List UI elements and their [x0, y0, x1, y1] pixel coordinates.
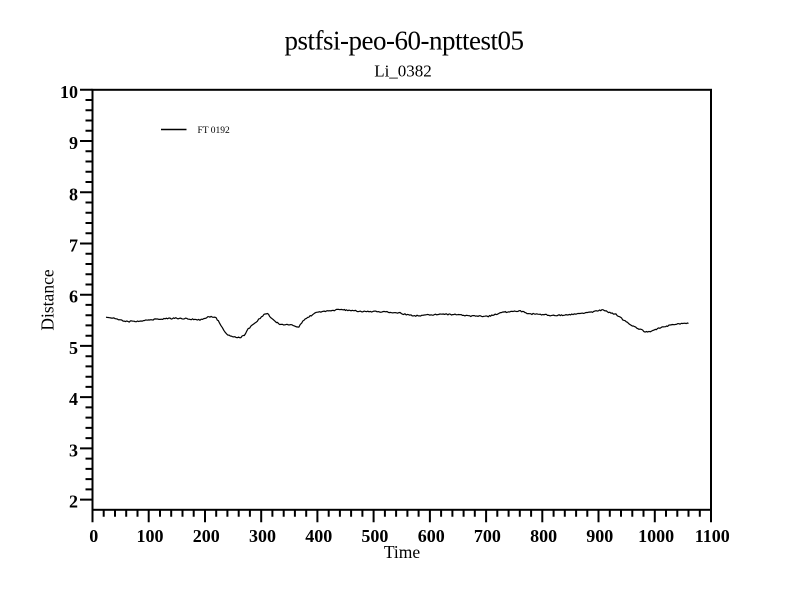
svg-text:1100: 1100 — [695, 526, 730, 546]
svg-text:5: 5 — [69, 338, 78, 358]
svg-text:2: 2 — [69, 492, 78, 512]
svg-text:400: 400 — [305, 526, 332, 546]
svg-text:10: 10 — [60, 82, 78, 102]
svg-text:Li_0382: Li_0382 — [374, 62, 432, 81]
svg-text:1000: 1000 — [638, 526, 674, 546]
svg-text:300: 300 — [249, 526, 276, 546]
svg-text:Time: Time — [384, 542, 421, 562]
svg-text:pstfsi-peo-60-npttest05: pstfsi-peo-60-npttest05 — [285, 26, 524, 56]
svg-text:9: 9 — [69, 133, 78, 153]
svg-text:0: 0 — [89, 526, 98, 546]
svg-text:3: 3 — [69, 440, 78, 460]
svg-text:6: 6 — [69, 287, 78, 307]
svg-text:700: 700 — [474, 526, 501, 546]
svg-text:7: 7 — [69, 236, 78, 256]
svg-text:FT 0192: FT 0192 — [198, 126, 231, 136]
svg-text:8: 8 — [69, 184, 78, 204]
svg-text:600: 600 — [418, 526, 445, 546]
svg-text:100: 100 — [137, 526, 164, 546]
svg-text:4: 4 — [69, 389, 78, 409]
svg-text:200: 200 — [193, 526, 220, 546]
svg-text:500: 500 — [361, 526, 388, 546]
svg-text:800: 800 — [530, 526, 557, 546]
svg-text:900: 900 — [586, 526, 613, 546]
svg-text:Distance: Distance — [38, 269, 58, 330]
